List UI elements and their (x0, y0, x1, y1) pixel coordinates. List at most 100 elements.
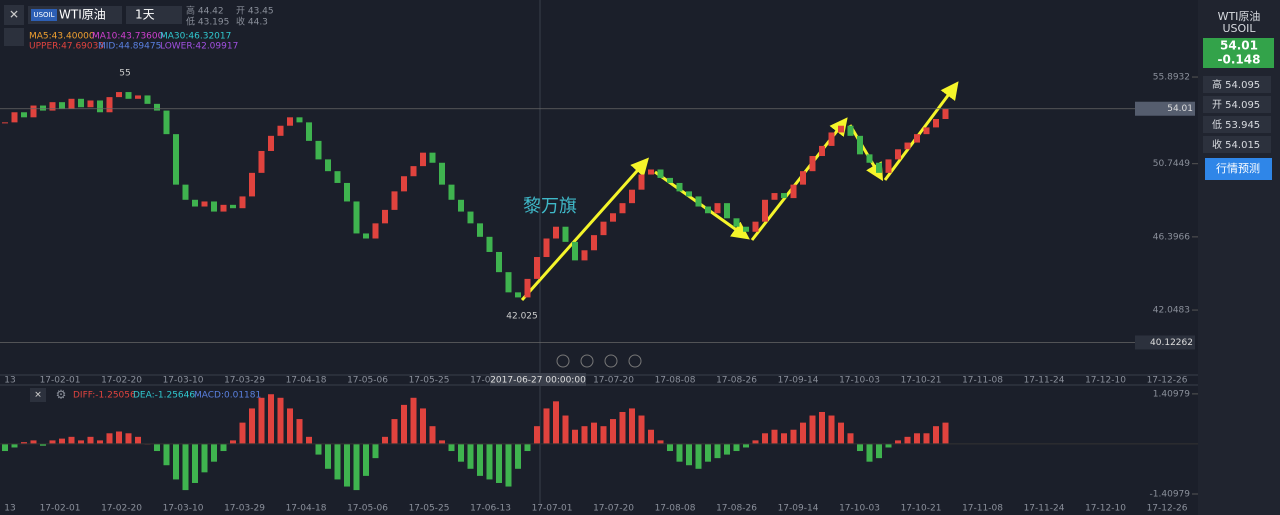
x-axis-label: 17-09-14 (778, 504, 819, 514)
candle (562, 226, 569, 242)
x-axis-label: 17-08-08 (655, 504, 696, 514)
side-name: WTI原油 (1218, 9, 1261, 23)
prev[interactable] (580, 354, 594, 368)
side-low: 低 53.945 (1212, 118, 1260, 131)
macd-bar (676, 443, 683, 462)
x-axis-label: 13 (4, 504, 15, 514)
macd-bar (211, 443, 217, 462)
candle (287, 117, 293, 126)
candle (201, 201, 208, 207)
macd-bar (68, 436, 75, 444)
close-button[interactable] (4, 5, 24, 25)
settings-icon[interactable]: ⚙ (56, 388, 67, 402)
period: 1天 (135, 8, 155, 22)
macd-bar (543, 408, 550, 444)
x-axis-label: 17-07-01 (532, 504, 573, 514)
macd-bar (458, 443, 464, 462)
macd-value: MACD:0.01181 (194, 391, 261, 401)
macd-bar (505, 443, 512, 487)
macd-bar (942, 422, 949, 444)
candle (667, 177, 673, 183)
candle (182, 184, 189, 200)
candle (97, 100, 103, 113)
candle (59, 102, 65, 109)
symbol-badge-bg (31, 9, 57, 21)
candle (258, 150, 265, 173)
y-tick-label: 1.40979 (1153, 389, 1190, 399)
candle (828, 132, 835, 146)
candle (420, 152, 426, 167)
candle (676, 182, 683, 192)
macd-bar (382, 436, 388, 444)
mid: MID:44.89475 (98, 42, 161, 52)
macd-bar (876, 443, 882, 459)
candle (249, 172, 255, 197)
x-axis-label: 13 (4, 376, 15, 386)
forecast-button[interactable] (1205, 158, 1272, 180)
macd-bar (638, 415, 645, 444)
macd-bar (448, 443, 455, 452)
candle (477, 223, 483, 237)
candle (2, 122, 8, 124)
ohlc-high: 高 44.42 (186, 5, 224, 17)
candle (21, 112, 27, 118)
candle (211, 201, 217, 212)
x-axis-label: 17-04-18 (286, 504, 327, 514)
macd-bar (695, 443, 702, 469)
x-axis-label: 17-07-20 (593, 504, 634, 514)
macd-bar (819, 411, 825, 444)
candle (781, 193, 787, 199)
candle (135, 95, 141, 99)
next[interactable] (604, 354, 618, 368)
candle (904, 142, 911, 150)
macd-bar (486, 443, 493, 480)
close-icon: ✕ (34, 391, 42, 401)
macd-bar (401, 404, 407, 444)
candle (876, 162, 882, 173)
macd-bar (97, 440, 103, 444)
macd-bar (733, 443, 740, 452)
candle (534, 257, 540, 279)
candle (933, 118, 939, 128)
y-tick-label: 50.7449 (1153, 159, 1190, 169)
macd-bar (220, 443, 227, 452)
macd-bar (78, 440, 84, 444)
macd-bar (619, 411, 626, 444)
macd-bar (135, 436, 141, 444)
crosshair-date: 2017-06-27 00:00:00 (490, 376, 586, 386)
side-change: -0.148 (1218, 53, 1261, 67)
period-select[interactable] (126, 6, 182, 24)
macd-bar (515, 443, 521, 469)
shrink-button[interactable] (4, 28, 24, 46)
candle (591, 235, 597, 251)
candle (49, 102, 56, 111)
macd-bar (714, 443, 721, 459)
candle (277, 125, 284, 136)
candle (505, 272, 512, 293)
y-tick-label: 42.0483 (1153, 306, 1190, 316)
macd-close[interactable] (30, 388, 46, 402)
zoom-out[interactable] (556, 354, 570, 368)
macd-bar (923, 433, 930, 444)
candle (486, 236, 493, 252)
macd-bar (125, 433, 132, 444)
macd-bar (49, 440, 56, 444)
macd-bar (287, 408, 293, 444)
upper: UPPER:47.69033 (29, 42, 104, 52)
side-code: USOIL (1222, 22, 1256, 35)
macd-bar (600, 426, 607, 444)
stat-box (1203, 96, 1271, 113)
macd-bar (258, 397, 265, 444)
zoom-in[interactable] (628, 354, 642, 368)
macd-bar (828, 415, 835, 444)
x-axis-label: 17-12-10 (1085, 504, 1126, 514)
arrow (848, 124, 884, 182)
candle (838, 125, 844, 133)
candle (714, 203, 721, 214)
candle (87, 100, 94, 108)
x-axis-label: 17-03-10 (163, 504, 204, 514)
macd-bar (572, 429, 578, 444)
candle (790, 184, 797, 199)
plot: 13 13 17-02-01 17-02-01 17-02-20 17-02-20 17-0… (0, 73, 1198, 514)
x-axis-label: 17-07-20 (593, 376, 634, 386)
